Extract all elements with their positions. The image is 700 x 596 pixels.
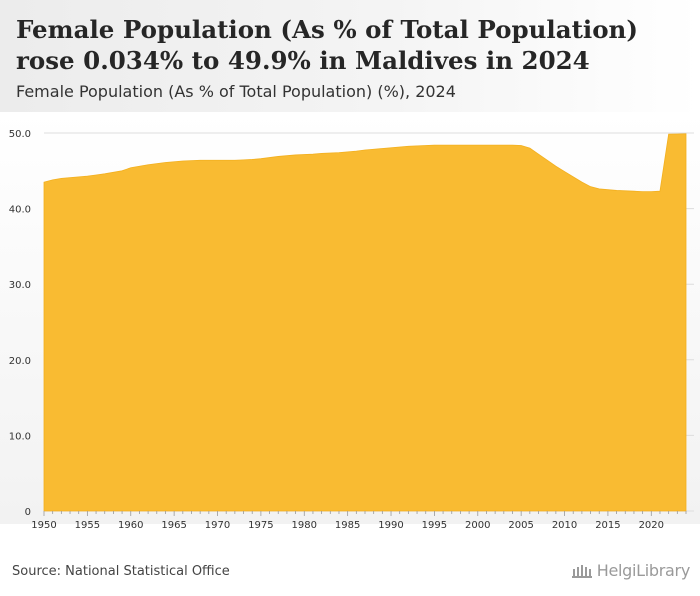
y-tick-label: 0 [25, 507, 31, 518]
x-tick-label: 1970 [205, 520, 230, 531]
y-tick-label: 20.0 [9, 356, 31, 367]
x-tick-label: 1985 [335, 520, 360, 531]
y-tick-label: 30.0 [9, 280, 31, 291]
logo-text: HelgiLibrary [596, 561, 691, 580]
x-tick-label: 1950 [31, 520, 56, 531]
x-tick-label: 2020 [639, 520, 664, 531]
header-band: Female Population (As % of Total Populat… [0, 0, 700, 112]
x-tick-label: 2000 [465, 520, 490, 531]
source-note: Source: National Statistical Office [12, 564, 230, 579]
y-tick-label: 50.0 [9, 129, 31, 140]
x-tick-label: 1980 [292, 520, 317, 531]
x-tick-label: 2010 [552, 520, 577, 531]
x-tick-label: 2005 [508, 520, 533, 531]
page-title: Female Population (As % of Total Populat… [16, 15, 638, 75]
x-tick-label: 1975 [248, 520, 273, 531]
x-tick-label: 1990 [378, 520, 403, 531]
area-chart: 0 10.0 20.0 30.0 40.0 50.0 1950 1955 1960 1965 197… [9, 129, 694, 531]
x-tick-label: 1965 [161, 520, 186, 531]
y-tick-label: 40.0 [9, 205, 31, 216]
helgi-library-logo: HelgiLibrary [571, 561, 690, 580]
y-tick-label: 10.0 [9, 431, 31, 442]
x-tick-label: 1955 [75, 520, 100, 531]
x-tick-label: 1995 [422, 520, 447, 531]
chart-subtitle: Female Population (As % of Total Populat… [16, 82, 456, 101]
x-tick-label: 1960 [118, 520, 143, 531]
area-series [43, 133, 687, 512]
library-building-icon [571, 564, 592, 578]
x-tick-label: 2015 [595, 520, 620, 531]
